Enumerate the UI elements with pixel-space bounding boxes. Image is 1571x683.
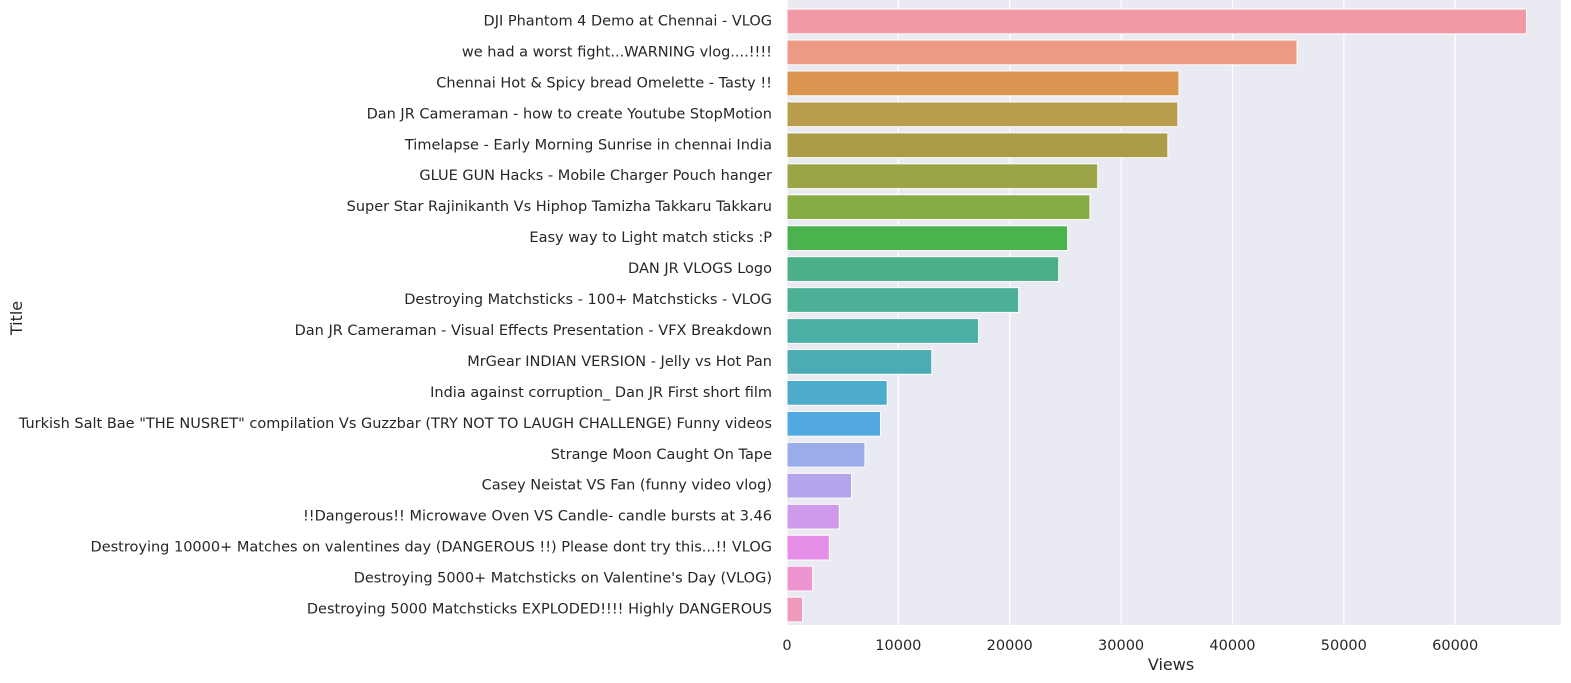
category-label: !!Dangerous!! Microwave Oven VS Candle- … — [303, 509, 772, 525]
bar — [786, 472, 853, 499]
x-tick-label: 50000 — [1321, 638, 1367, 654]
x-tick-label: 40000 — [1209, 638, 1255, 654]
bar — [786, 534, 830, 561]
bar — [786, 349, 933, 375]
bar — [786, 225, 1069, 252]
x-tick-label: 60000 — [1432, 638, 1478, 654]
x-tick-labels: 0 10000 20000 30000 40000 50000 60000 — [782, 638, 1478, 654]
category-label: Dan JR Cameraman - how to create Youtube… — [367, 106, 772, 122]
bar — [786, 101, 1179, 128]
category-labels: DJI Phantom 4 Demo at Chennai - VLOG we h… — [18, 13, 772, 617]
category-label: DAN JR VLOGS Logo — [628, 261, 772, 277]
bar — [786, 256, 1060, 282]
bar — [786, 132, 1169, 159]
category-label: DJI Phantom 4 Demo at Chennai - VLOG — [484, 13, 772, 29]
category-label: India against corruption_ Dan JR First s… — [430, 385, 772, 401]
bars — [786, 8, 1527, 623]
bar — [786, 287, 1020, 313]
bar — [786, 565, 814, 592]
bar — [786, 163, 1099, 190]
category-label: Destroying Matchsticks - 100+ Matchstick… — [404, 292, 772, 308]
bar — [786, 70, 1180, 97]
category-label: MrGear INDIAN VERSION - Jelly vs Hot Pan — [467, 354, 772, 370]
x-tick-label: 20000 — [987, 638, 1033, 654]
category-label: we had a worst fight...WARNING vlog....!… — [462, 44, 772, 60]
bar — [786, 503, 840, 530]
bar — [786, 379, 888, 406]
bar — [786, 441, 866, 468]
x-axis-title: Views — [1148, 655, 1194, 674]
category-label: Destroying 5000+ Matchsticks on Valentin… — [354, 571, 772, 587]
category-label: Strange Moon Caught On Tape — [551, 447, 772, 463]
bar — [786, 39, 1298, 66]
bar — [786, 8, 1527, 35]
category-label: Destroying 5000 Matchsticks EXPLODED!!!!… — [307, 602, 772, 618]
category-label: Chennai Hot & Spicy bread Omelette - Tas… — [436, 75, 772, 91]
category-label: Timelapse - Early Morning Sunrise in che… — [404, 137, 772, 153]
category-label: Dan JR Cameraman - Visual Effects Presen… — [295, 323, 772, 339]
y-axis-title: Title — [7, 301, 26, 336]
category-label: Casey Neistat VS Fan (funny video vlog) — [482, 478, 772, 494]
x-tick-label: 0 — [782, 638, 791, 654]
category-label: GLUE GUN Hacks - Mobile Charger Pouch ha… — [419, 168, 772, 184]
bar — [786, 194, 1091, 221]
x-tick-label: 30000 — [1098, 638, 1144, 654]
bar — [786, 596, 804, 623]
category-label: Easy way to Light match sticks :P — [529, 230, 772, 246]
category-label: Super Star Rajinikanth Vs Hiphop Tamizha… — [347, 199, 772, 215]
bar — [786, 318, 980, 344]
bar — [786, 410, 882, 437]
category-label: Destroying 10000+ Matches on valentines … — [91, 540, 772, 556]
x-tick-label: 10000 — [875, 638, 921, 654]
category-label: Turkish Salt Bae "THE NUSRET" compilatio… — [18, 416, 772, 432]
